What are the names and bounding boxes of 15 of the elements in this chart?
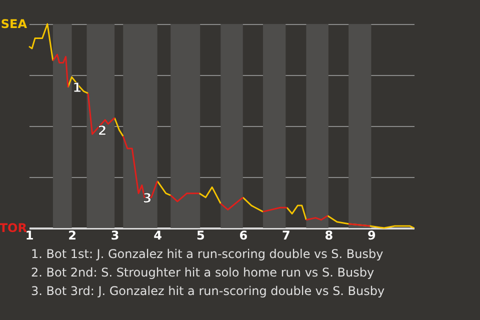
x-tick-label: 5 — [196, 228, 205, 242]
text: 1. Bot 1st: J. Gonzalez hit a run-scoring double vs S. Busby — [31, 247, 384, 261]
x-tick-label: 3 — [110, 228, 120, 242]
x-tick-label: 8 — [324, 228, 334, 242]
x-tick-label: 9 — [368, 228, 376, 242]
x-tick-label: 2 — [68, 228, 76, 242]
x-tick-label: 7 — [282, 228, 290, 242]
x-tick-label: 4 — [154, 228, 162, 242]
text: 2. Bot 2nd: S. Stroughter hit a solo home run vs S. Busby — [31, 266, 374, 280]
x-tick-label: 6 — [239, 228, 248, 242]
text: 3. Bot 3rd: J. Gonzalez hit a run-scoring double vs S. Busby — [31, 284, 385, 298]
text: SEA — [0, 17, 28, 31]
annotation: 1 — [72, 81, 82, 96]
x-tick-label: 1 — [25, 228, 34, 242]
annotation: 2 — [98, 124, 107, 140]
